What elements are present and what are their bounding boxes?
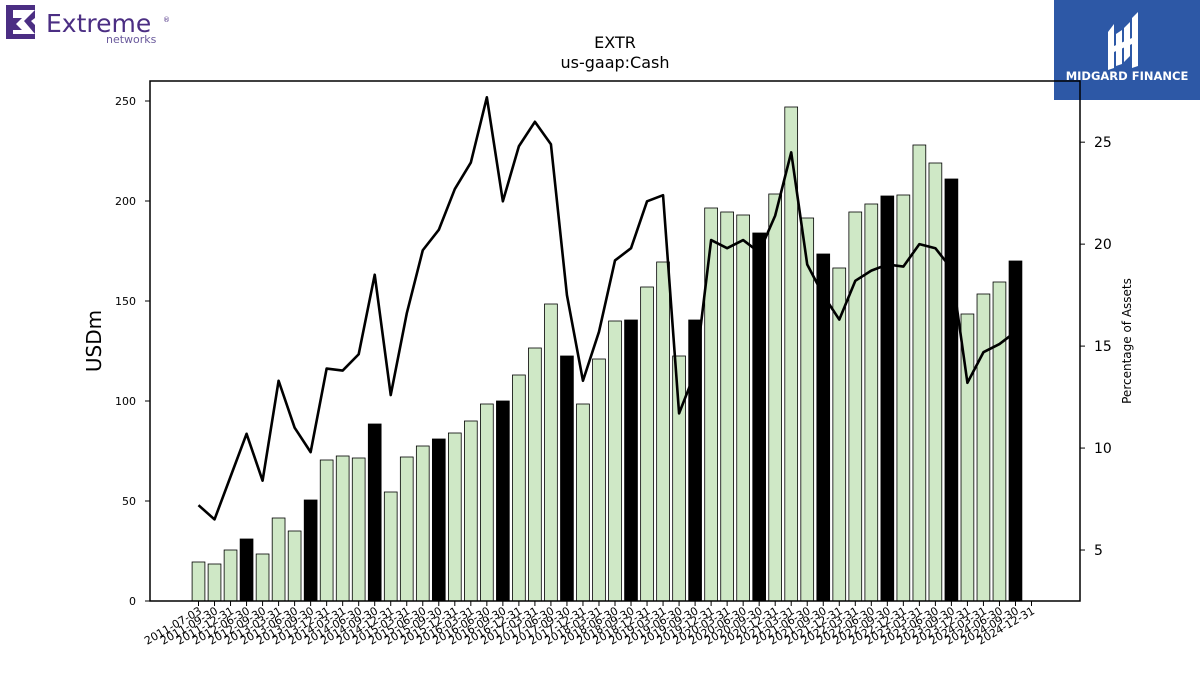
bar-highlight — [1008, 260, 1023, 602]
bar — [992, 281, 1007, 602]
percentage-line — [197, 96, 1017, 521]
bar — [544, 303, 558, 602]
y-right-tick-label: 5 — [1094, 543, 1103, 559]
y-tick-label: 100 — [115, 395, 136, 408]
bar-series — [191, 106, 1023, 602]
y-tick-label: 150 — [115, 295, 136, 308]
bar-highlight — [303, 499, 318, 602]
bar — [656, 261, 670, 602]
right-axis: 5 10 15 20 25 — [1080, 135, 1112, 559]
bar — [271, 517, 286, 602]
bar — [447, 432, 462, 602]
bar-highlight — [367, 423, 382, 602]
bar — [608, 320, 622, 602]
bar — [191, 561, 206, 602]
extreme-logo-icon: Extreme ® networks — [6, 5, 170, 46]
bar — [864, 203, 879, 602]
y-tick-label: 200 — [115, 195, 136, 208]
bar-highlight — [944, 178, 959, 602]
bar-highlight — [496, 400, 510, 602]
bar — [480, 403, 494, 602]
bar — [640, 286, 654, 602]
midgard-logo-icon: MIDGARD FINANCE — [1066, 12, 1189, 83]
bar-highlight — [624, 319, 638, 602]
chart-title: EXTR — [594, 33, 636, 52]
y-right-tick-label: 25 — [1094, 135, 1112, 151]
bar — [383, 491, 398, 602]
logo-registered: ® — [163, 16, 170, 24]
bar-highlight — [816, 253, 831, 602]
bar — [464, 420, 478, 602]
bar — [255, 553, 270, 602]
left-axis: 0 50 100 150 200 250 — [115, 95, 150, 608]
bar — [896, 194, 911, 602]
bar — [912, 144, 927, 602]
bar — [399, 456, 414, 602]
bar — [592, 358, 606, 602]
bar — [976, 293, 991, 602]
bar — [848, 211, 863, 602]
y-right-tick-label: 20 — [1094, 237, 1112, 253]
logo-right-text: MIDGARD FINANCE — [1066, 69, 1189, 83]
bar — [351, 457, 366, 602]
logo-text: Extreme — [46, 9, 151, 38]
bar-highlight — [752, 232, 766, 602]
y-right-tick-label: 10 — [1094, 441, 1112, 457]
line-series — [197, 96, 1017, 521]
logo-subtext: networks — [106, 33, 157, 46]
extreme-networks-logo: Extreme ® networks — [4, 4, 174, 48]
y-axis-label: USDm — [82, 310, 106, 372]
bar — [415, 445, 430, 602]
midgard-finance-logo: MIDGARD FINANCE — [1054, 0, 1200, 100]
bar — [672, 355, 686, 602]
bar — [207, 563, 222, 602]
bar — [720, 211, 734, 602]
bar — [512, 374, 526, 602]
bar-highlight — [880, 195, 895, 602]
y-axis-right-label: Percentage of Assets — [1120, 278, 1134, 404]
bar — [319, 459, 334, 602]
y-tick-label: 50 — [122, 495, 136, 508]
bar — [335, 455, 350, 602]
bar — [287, 530, 302, 602]
bar-highlight — [431, 438, 446, 602]
y-right-tick-label: 15 — [1094, 339, 1112, 355]
x-axis: 2011-07-032011-09-302011-12-312012-06-30… — [142, 601, 1037, 648]
bar-highlight — [560, 355, 574, 602]
bar — [768, 193, 783, 602]
chart-subtitle: us-gaap:Cash — [560, 53, 669, 72]
bar-highlight — [239, 538, 254, 602]
y-tick-label: 250 — [115, 95, 136, 108]
bar — [928, 162, 943, 602]
bar — [736, 214, 750, 602]
bar — [223, 549, 238, 602]
bar — [576, 403, 590, 602]
bar — [528, 347, 542, 602]
y-tick-label: 0 — [129, 595, 136, 608]
